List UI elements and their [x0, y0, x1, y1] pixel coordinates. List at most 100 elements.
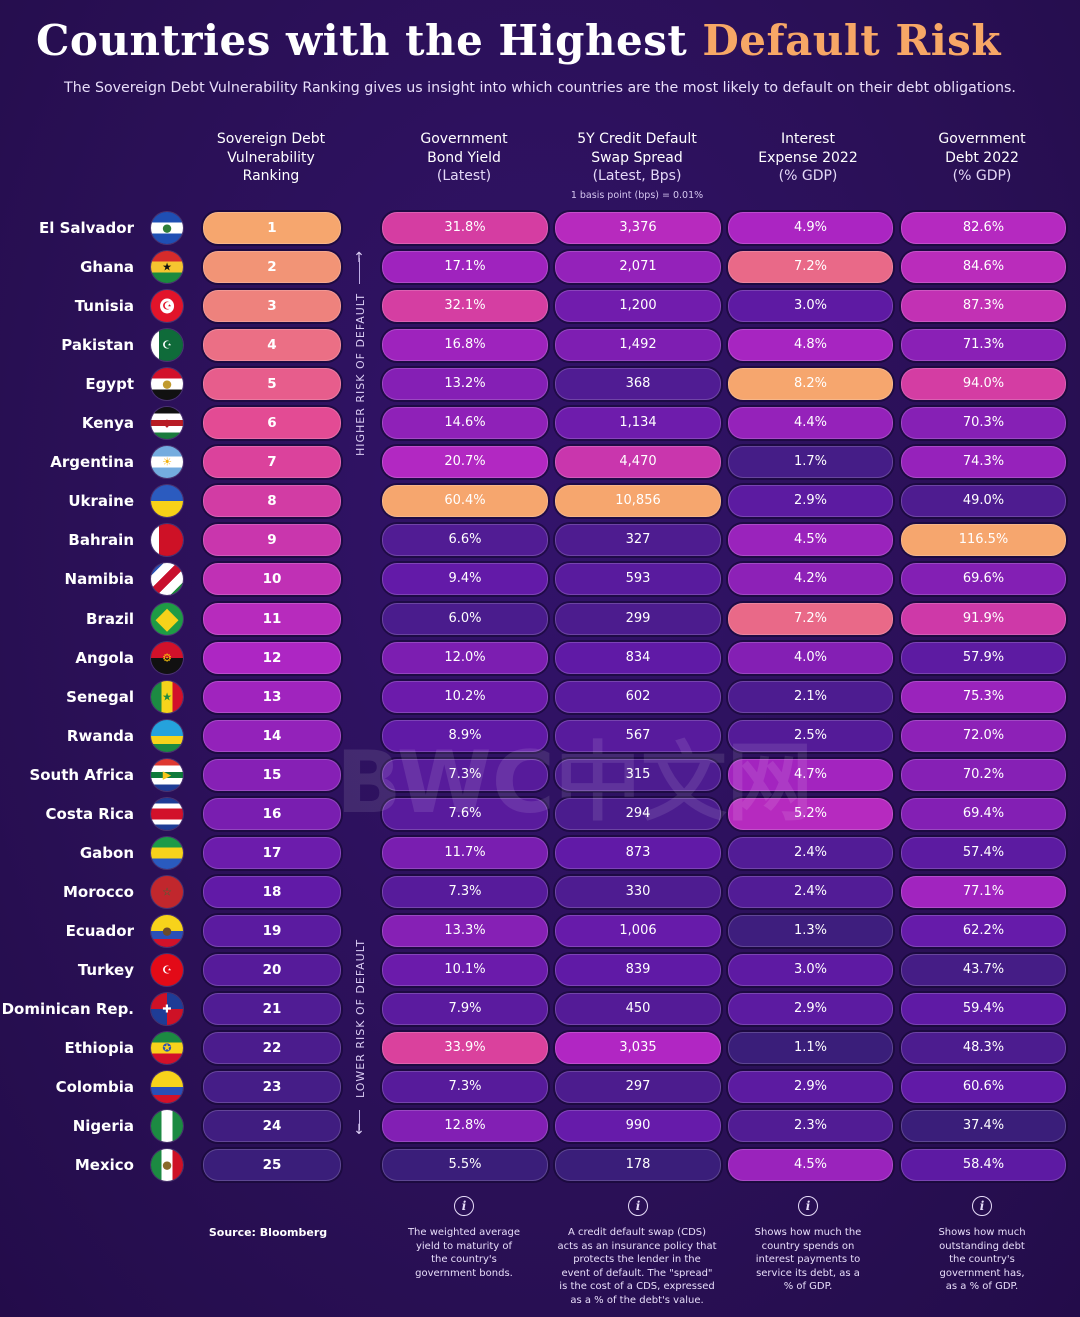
rank-pill: 19	[203, 914, 341, 947]
table-row: Kenya ◆ 6 14.6% 1,134 4.4% 70.3%	[0, 406, 1080, 440]
flag-icon: ●	[151, 368, 183, 401]
yield-cell: 33.9%	[382, 1032, 548, 1065]
yield-footnote: The weighted average yield to maturity o…	[407, 1227, 521, 1279]
rank-pill: 16	[203, 797, 341, 830]
debt-cell: 74.3%	[901, 446, 1066, 479]
debt-cell: 58.4%	[901, 1149, 1066, 1182]
country-label: Rwanda	[66, 726, 134, 745]
rank-pill: 24	[203, 1110, 341, 1143]
debt-cell: 43.7%	[901, 953, 1066, 986]
interest-cell: 4.9%	[728, 212, 893, 244]
yield-cell: 14.6%	[382, 407, 548, 440]
flag-emblem: ◆	[155, 602, 179, 635]
interest-cell: 3.0%	[728, 290, 893, 323]
table-row: Gabon 17 11.7% 873 2.4% 57.4%	[0, 836, 1080, 870]
rank-pill: 20	[203, 953, 341, 986]
header-line: (% GDP)	[952, 168, 1012, 184]
flag-icon: ✪	[151, 1032, 183, 1065]
flag-icon: ◆	[151, 602, 183, 635]
rank-pill: 18	[203, 875, 341, 908]
table-row: El Salvador ● 1 31.8% 3,376 4.9% 82.6%	[0, 211, 1080, 245]
flag-emblem: ☆	[162, 885, 172, 899]
flag-emblem: ☀	[162, 455, 172, 469]
country-label: Angola	[75, 648, 134, 667]
yield-cell: 9.4%	[382, 563, 548, 596]
cds-cell: 1,200	[555, 290, 721, 323]
debt-cell: 59.4%	[901, 993, 1066, 1025]
column-header-cds: 5Y Credit Default Swap Spread (Latest, B…	[548, 130, 726, 186]
table-row: Angola ⚙ 12 12.0% 834 4.0% 57.9%	[0, 641, 1080, 675]
cds-cell: 315	[555, 758, 721, 791]
yield-cell: 5.5%	[382, 1149, 548, 1182]
interest-cell: 2.9%	[728, 485, 893, 518]
flag-icon: ⚙	[151, 641, 183, 674]
flag-icon: ☆	[151, 875, 183, 908]
interest-cell: 4.2%	[728, 563, 893, 596]
country-label: Tunisia	[74, 297, 134, 316]
header-line: Ranking	[242, 168, 300, 184]
interest-cell: 2.3%	[728, 1110, 893, 1143]
debt-cell: 94.0%	[901, 368, 1066, 401]
flag-icon: ▶	[151, 758, 183, 791]
flag-icon	[151, 524, 183, 557]
interest-footnote: Shows how much the country spends on int…	[754, 1227, 862, 1292]
info-icon[interactable]: i	[454, 1196, 474, 1216]
info-icon[interactable]: i	[972, 1196, 992, 1216]
header-line: Bond Yield	[427, 149, 501, 166]
debt-cell: 72.0%	[901, 719, 1066, 752]
debt-cell: 77.1%	[901, 875, 1066, 908]
table-row: Morocco ☆ 18 7.3% 330 2.4% 77.1%	[0, 875, 1080, 909]
column-header-rank: Sovereign Debt Vulnerability Ranking	[200, 130, 342, 186]
interest-cell: 4.5%	[728, 1149, 893, 1182]
flag-emblem: ●	[162, 1158, 172, 1172]
table-row: Colombia 23 7.3% 297 2.9% 60.6%	[0, 1070, 1080, 1104]
table-row: Rwanda 14 8.9% 567 2.5% 72.0%	[0, 719, 1080, 753]
yield-cell: 13.2%	[382, 368, 548, 401]
rank-pill: 17	[203, 836, 341, 869]
info-icon[interactable]: i	[798, 1196, 818, 1216]
cds-cell: 450	[555, 993, 721, 1025]
yield-cell: 13.3%	[382, 914, 548, 947]
interest-cell: 4.7%	[728, 758, 893, 791]
bps-note: 1 basis point (bps) = 0.01%	[570, 190, 704, 201]
rank-pill: 8	[203, 485, 341, 518]
cds-cell: 178	[555, 1149, 721, 1182]
table-row: Argentina ☀ 7 20.7% 4,470 1.7% 74.3%	[0, 445, 1080, 479]
header-line: Government	[938, 131, 1026, 147]
cds-cell: 834	[555, 641, 721, 674]
rank-pill: 3	[203, 290, 341, 323]
rank-pill: 1	[203, 212, 341, 244]
yield-cell: 7.3%	[382, 1071, 548, 1104]
debt-cell: 70.3%	[901, 407, 1066, 440]
interest-cell: 2.4%	[728, 875, 893, 908]
yield-cell: 32.1%	[382, 290, 548, 323]
table-row: Nigeria 24 12.8% 990 2.3% 37.4%	[0, 1109, 1080, 1143]
flag-emblem: ▶	[162, 768, 172, 782]
yield-cell: 17.1%	[382, 251, 548, 284]
column-header-debt: Government Debt 2022 (% GDP)	[900, 130, 1064, 186]
flag-icon	[151, 719, 183, 752]
interest-cell: 4.5%	[728, 524, 893, 557]
debt-cell: 49.0%	[901, 485, 1066, 518]
interest-cell: 3.0%	[728, 953, 893, 986]
flag-icon: ●	[151, 1149, 183, 1182]
yield-cell: 10.1%	[382, 953, 548, 986]
country-label: Nigeria	[72, 1117, 134, 1136]
page-subtitle: The Sovereign Debt Vulnerability Ranking…	[64, 80, 1016, 96]
country-label: Gabon	[79, 843, 134, 862]
country-label: Namibia	[64, 570, 134, 589]
cds-cell: 602	[555, 680, 721, 713]
flag-icon: ★	[151, 251, 183, 284]
table-row: Senegal ★ 13 10.2% 602 2.1% 75.3%	[0, 680, 1080, 714]
table-row: Mexico ● 25 5.5% 178 4.5% 58.4%	[0, 1148, 1080, 1182]
rank-pill: 15	[203, 758, 341, 791]
flag-icon: ●	[151, 914, 183, 947]
country-label: Egypt	[85, 375, 134, 394]
info-icon[interactable]: i	[628, 1196, 648, 1216]
yield-cell: 7.3%	[382, 875, 548, 908]
interest-cell: 7.2%	[728, 251, 893, 284]
interest-cell: 1.3%	[728, 914, 893, 947]
table-row: Egypt ● 5 13.2% 368 8.2% 94.0%	[0, 367, 1080, 401]
flag-emblem: ⚙	[162, 651, 172, 665]
arrow-up-icon: ↑	[353, 250, 365, 266]
